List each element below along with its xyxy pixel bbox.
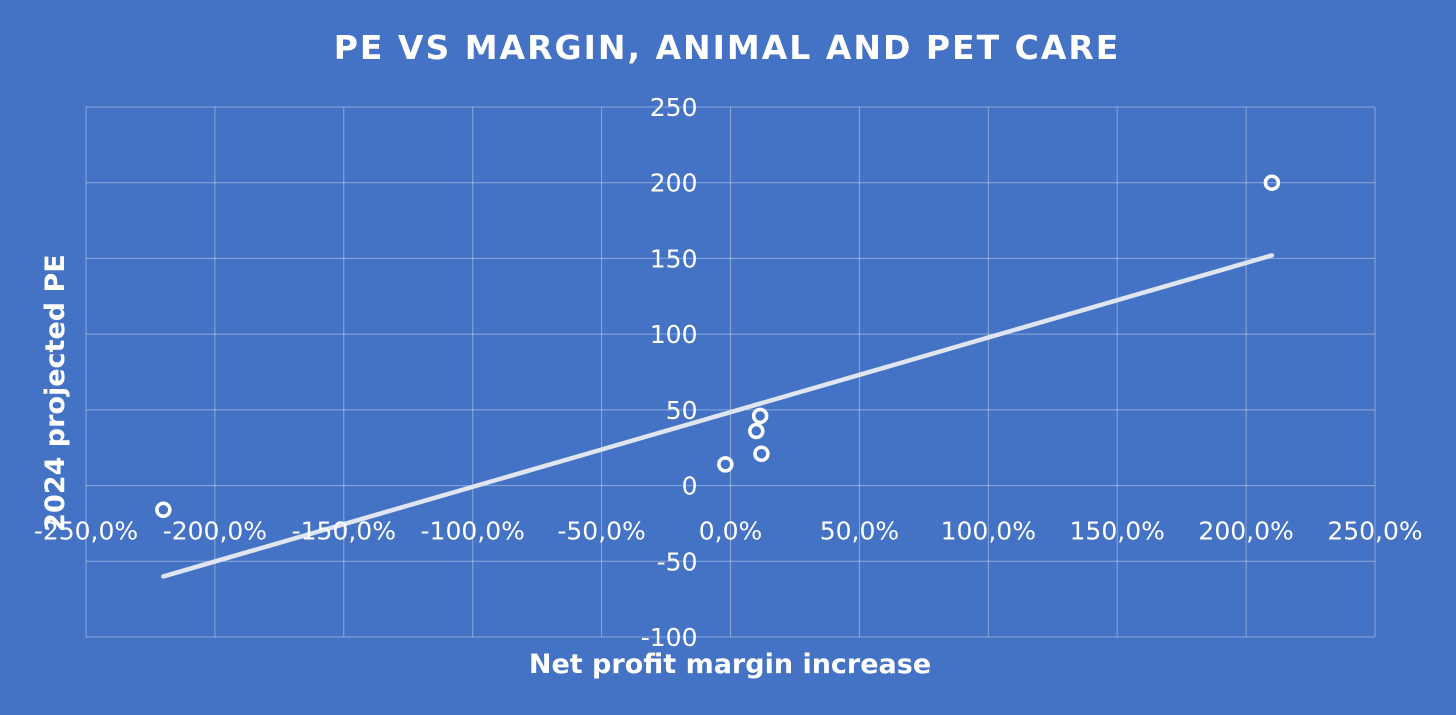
y-tick-label: -100: [641, 623, 698, 652]
x-tick-label: 0,0%: [699, 517, 763, 546]
data-points: [155, 174, 1281, 519]
data-point: [1263, 174, 1281, 191]
y-tick-label: 150: [650, 244, 698, 273]
data-point: [753, 445, 770, 463]
x-tick-label: 50,0%: [820, 517, 899, 546]
y-tick-label: 200: [650, 169, 698, 198]
x-tick-label: -100,0%: [421, 517, 525, 546]
trendline-group: [161, 253, 1275, 579]
data-point: [155, 501, 172, 519]
chart-title: PE VS MARGIN, ANIMAL AND PET CARE: [334, 28, 1121, 67]
x-axis-tick-labels: -250,0% -200,0% -150,0% -100,0% -50,0% 0,0% 50…: [34, 517, 1423, 546]
data-point: [748, 422, 765, 440]
y-axis-tick-labels: -100 -50 0 50 100 150 200 250: [641, 93, 698, 652]
data-point: [717, 456, 734, 473]
y-axis-title: 2024 projected PE: [40, 254, 71, 532]
x-axis-title: Net profit margin increase: [529, 649, 931, 680]
x-tick-label: 150,0%: [1070, 517, 1165, 546]
y-tick-label: -50: [657, 547, 698, 576]
y-tick-label: 50: [666, 396, 698, 425]
x-tick-label: -250,0%: [34, 517, 138, 546]
y-tick-label: 100: [650, 320, 698, 349]
data-point: [751, 407, 769, 425]
x-tick-label: 200,0%: [1198, 517, 1293, 546]
y-tick-label: 250: [650, 93, 698, 122]
y-tick-label: 0: [682, 472, 698, 501]
x-tick-label: -50,0%: [557, 517, 645, 546]
x-tick-label: 100,0%: [941, 517, 1036, 546]
trendline: [161, 253, 1275, 579]
x-tick-label: -200,0%: [163, 517, 267, 546]
x-tick-label: -150,0%: [292, 517, 396, 546]
x-tick-label: 250,0%: [1327, 517, 1422, 546]
gridlines: [85, 106, 1376, 638]
